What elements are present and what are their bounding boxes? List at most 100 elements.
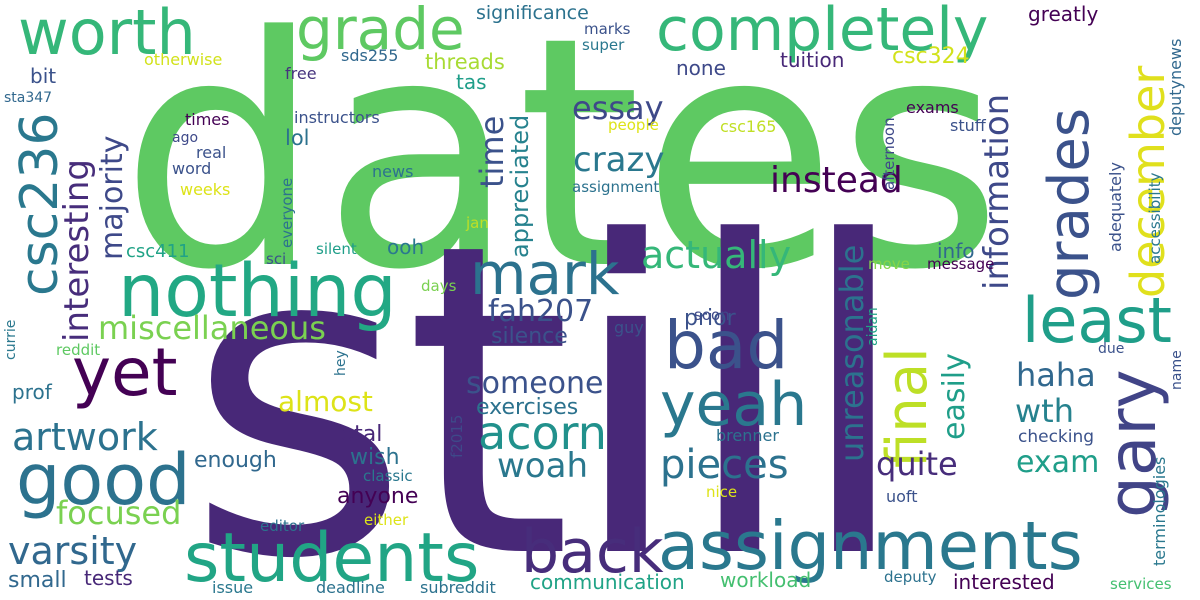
word-easily: easily [937,353,972,440]
word-ooh: ooh [387,235,425,259]
word-significance: significance [476,2,589,24]
word-yet: yet [72,334,178,411]
word-completely: completely [656,0,989,65]
word-varsity: varsity [8,529,138,573]
word-due: due [1098,341,1125,357]
word-times: times [185,110,230,129]
word-otherwise: otherwise [144,50,223,69]
word-marks: marks [584,20,631,38]
word-services: services [1110,575,1172,593]
word-move: move [868,255,910,273]
word-wish: wish [350,445,400,470]
word-exercises: exercises [476,395,579,420]
word-fah207: fah207 [488,294,594,329]
word-worth: worth [18,0,196,69]
word-assignments: assignments [658,507,1083,585]
word-sci: sci [266,250,287,268]
word-issue: issue [212,578,254,597]
word-wth: wth [1015,392,1074,430]
word-tuition: tuition [780,48,845,72]
word-jan: jan [466,214,489,232]
word-brenner: brenner [716,426,779,445]
word-adequately: adequately [1106,162,1125,252]
word-assignment: assignment [572,178,660,196]
word-deputynews: deputynews [1166,38,1185,136]
word-majority: majority [95,135,130,260]
word-instead: instead [770,160,903,201]
word-name: name [1169,350,1185,390]
word-anyone: anyone [337,484,419,509]
word-either: either [364,511,409,529]
word-f2015: f2015 [448,414,466,458]
word-editor: editor [260,517,305,535]
word-unreasonable: unreasonable [833,244,871,462]
word-people: people [608,116,659,134]
word-csc165: csc165 [720,117,777,136]
word-lol: lol [285,126,310,150]
word-focused: focused [56,494,182,532]
word-nothing: nothing [118,249,397,334]
word-appreciated: appreciated [506,114,534,258]
word-back: back [521,517,664,587]
word-haha: haha [1016,356,1096,394]
word-aidan: aidan [865,307,881,346]
word-interesting: interesting [57,158,97,342]
word-almost: almost [278,385,373,418]
word-grade: grade [296,0,465,63]
word-least: least [1022,284,1172,357]
word-tests: tests [84,566,133,590]
word-small: small [8,568,67,593]
word-deadline: deadline [316,578,385,597]
word-none: none [676,56,726,80]
word-checking: checking [1018,427,1095,447]
word-acorn: acorn [478,406,607,460]
word-interested: interested [953,570,1055,594]
word-weeks: weeks [180,180,231,199]
word-grades: grades [1037,107,1102,300]
word-bit: bit [30,64,57,88]
word-tas: tas [456,70,487,94]
word-total: total [332,422,383,447]
word-hey: hey [333,350,349,376]
word-bad: bad [664,307,789,384]
word-subreddit: subreddit [420,578,496,597]
word-good: good [16,439,191,521]
word-mark: mark [470,240,620,308]
word-students: students [184,519,480,598]
word-super: super [582,36,625,54]
word-crazy: crazy [573,140,665,180]
word-time: time [473,115,511,188]
word-stuff: stuff [950,116,986,135]
word-sds255: sds255 [341,46,399,65]
word-message: message [927,255,995,273]
word-nice: nice [706,483,738,501]
word-guy: guy [614,318,644,337]
word-still: still [186,153,913,600]
word-uoft: uoft [886,487,918,506]
word-quite: quite [876,445,958,483]
word-free: free [285,64,317,83]
word-word: word [172,159,212,178]
word-exams: exams [906,98,959,117]
word-silence: silence [491,324,568,349]
word-everyone: everyone [278,177,296,248]
word-afternoon: afternoon [880,117,898,190]
word-threads: threads [425,50,505,74]
word-csc324: csc324 [892,44,970,69]
word-greatly: greatly [1028,2,1099,26]
word-sta347: sta347 [4,90,53,106]
word-currie: currie [3,319,19,360]
word-days: days [421,277,457,295]
word-exam: exam [1016,445,1100,480]
word-someone: someone [466,366,604,401]
word-accessibility: accessibility [1146,172,1164,265]
word-dates: dates [120,0,1003,339]
word-woah: woah [497,446,588,486]
word-instructors: instructors [294,108,380,127]
word-soon: soon [694,306,730,324]
word-real: real [196,143,227,162]
word-terminologies: terminologies [1150,456,1169,566]
word-deputy: deputy [884,568,937,586]
word-info: info [937,239,975,263]
word-miscellaneous: miscellaneous [98,309,326,347]
